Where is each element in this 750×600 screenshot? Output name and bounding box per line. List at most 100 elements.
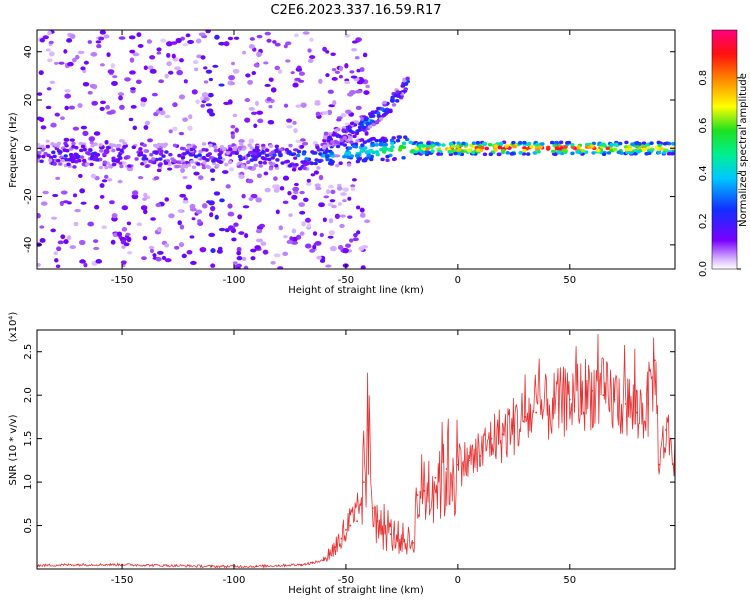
spectrogram-noise-cell: [248, 107, 255, 111]
spectrogram-main-line-cell: [123, 156, 129, 160]
spectrogram-main-line-cell: [94, 152, 99, 157]
spectrogram-main-line-cell: [649, 141, 654, 145]
spectrogram-main-line-cell: [263, 157, 268, 161]
spectrogram-noise-cell: [236, 255, 243, 261]
spectrogram-main-line-cell: [526, 152, 531, 156]
spectrogram-noise-cell: [334, 213, 340, 219]
x-tick-label: 0: [455, 575, 461, 586]
spectrogram-main-line-cell: [609, 142, 615, 147]
spectrogram-noise-cell: [131, 193, 139, 200]
spectrogram-main-line-cell: [122, 145, 127, 149]
spectrogram-noise-cell: [205, 30, 211, 34]
spectrogram-noise-cell: [69, 138, 75, 142]
spectrogram-noise-cell: [103, 34, 110, 39]
spectrogram-noise-cell: [95, 40, 102, 44]
spectrogram-main-line-cell: [70, 159, 76, 164]
spectrogram-noise-cell: [236, 266, 241, 269]
spectrogram-noise-cell: [291, 194, 298, 200]
spectrogram-rising-branch-cell: [378, 117, 384, 121]
spectrogram-noise-cell: [313, 170, 320, 175]
spectrogram-rising-branch-cell: [330, 140, 335, 144]
snr-data-point: [468, 459, 470, 462]
spectrogram-main-line-cell: [522, 148, 527, 153]
x-tick-label: 0: [455, 275, 461, 286]
spectrogram-noise-cell: [60, 116, 65, 120]
spectrogram-y-ticks: 40 20 0 -20 -40: [23, 45, 675, 253]
spectrogram-noise-cell: [263, 171, 269, 176]
spectrogram-main-line-cell: [339, 142, 344, 146]
spectrogram-main-line-cell: [475, 148, 481, 152]
spectrogram-noise-cell: [337, 245, 344, 251]
spectrogram-noise-cell: [180, 167, 185, 174]
spectrogram-noise-cell: [260, 241, 267, 246]
spectrogram-noise-cell: [285, 41, 292, 46]
spectrogram-noise-cell: [77, 103, 83, 108]
spectrogram-rising-branch-cell: [327, 135, 332, 140]
spectrogram-noise-cell: [244, 233, 249, 239]
spectrogram-main-line-cell: [349, 154, 354, 158]
spectrogram-main-line-cell: [380, 157, 385, 162]
spectrogram-main-line-cell: [79, 155, 85, 159]
spectrogram-noise-cell: [282, 251, 289, 257]
spectrogram-main-line-cell: [172, 159, 177, 163]
spectrogram-noise-cell: [79, 188, 86, 194]
spectrogram-main-line-cell: [563, 145, 568, 150]
spectrogram-main-line-cell: [383, 147, 389, 151]
spectrogram-main-line-cell: [546, 147, 551, 151]
spectrogram-main-line-cell: [102, 160, 108, 165]
spectrogram-main-line-cell: [540, 142, 545, 146]
spectrogram-noise-cell: [136, 32, 142, 38]
spectrogram-main-line-cell: [627, 144, 632, 149]
spectrogram-noise-cell: [322, 46, 327, 52]
spectrogram-main-line-cell: [60, 158, 65, 163]
spectrogram-main-line-cell: [517, 140, 523, 145]
spectrogram-main-line-cell: [436, 152, 441, 156]
spectrogram-main-line-cell: [556, 149, 562, 154]
spectrogram-y-label: Frequency (Hz): [8, 112, 19, 188]
spectrogram-noise-cell: [107, 178, 113, 182]
spectrogram-noise-cell: [156, 51, 162, 55]
spectrogram-noise-cell: [37, 92, 43, 96]
spectrogram-main-line-cell: [342, 154, 347, 159]
spectrogram-noise-cell: [273, 176, 278, 181]
spectrogram-noise-cell: [230, 61, 235, 66]
spectrogram-noise-cell: [277, 266, 284, 269]
spectrogram-noise-cell: [50, 122, 57, 128]
snr-data-point: [591, 389, 594, 392]
x-tick-label: 50: [563, 575, 576, 586]
snr-data-point: [568, 398, 571, 401]
spectrogram-noise-cell: [305, 182, 312, 186]
spectrogram-noise-cell: [250, 193, 258, 199]
spectrogram-noise-cell: [218, 83, 225, 87]
spectrogram-rising-branch-cell: [347, 128, 353, 133]
spectrogram-noise-cell: [155, 257, 162, 262]
spectrogram-noise-cell: [307, 48, 312, 53]
spectrogram-noise-cell: [362, 52, 368, 58]
spectrogram-main-line-cell: [612, 147, 618, 152]
spectrogram-rising-branch-cell: [361, 125, 367, 130]
spectrogram-noise-cell: [118, 95, 123, 101]
spectrogram-main-line-cell: [80, 144, 86, 149]
spectrogram-noise-cell: [244, 117, 251, 123]
spectrogram-main-line-cell: [385, 154, 390, 159]
spectrogram-main-line-cell: [118, 156, 123, 160]
spectrogram-rising-branch-cell: [405, 76, 410, 81]
spectrogram-main-line-cell: [58, 150, 63, 154]
spectrogram-main-line-cell: [618, 141, 623, 146]
spectrogram-rising-branch-cell: [379, 107, 385, 111]
x-tick-label: -100: [223, 275, 246, 286]
spectrogram-noise-cell: [230, 133, 236, 140]
snr-data-point: [479, 455, 482, 457]
spectrogram-main-line-cell: [499, 141, 504, 146]
spectrogram-main-line-cell: [315, 145, 320, 150]
spectrogram-noise-cell: [309, 55, 316, 60]
spectrogram-main-line-cell: [99, 149, 104, 153]
spectrogram-main-line-cell: [645, 146, 651, 150]
spectrogram-noise-cell: [264, 31, 271, 36]
spectrogram-noise-cell: [37, 142, 41, 147]
spectrogram-noise-cell: [57, 240, 64, 245]
spectrogram-noise-cell: [93, 246, 100, 251]
spectrogram-noise-cell: [227, 99, 233, 105]
spectrogram-noise-cell: [238, 231, 245, 235]
spectrogram-main-line-cell: [219, 145, 225, 149]
